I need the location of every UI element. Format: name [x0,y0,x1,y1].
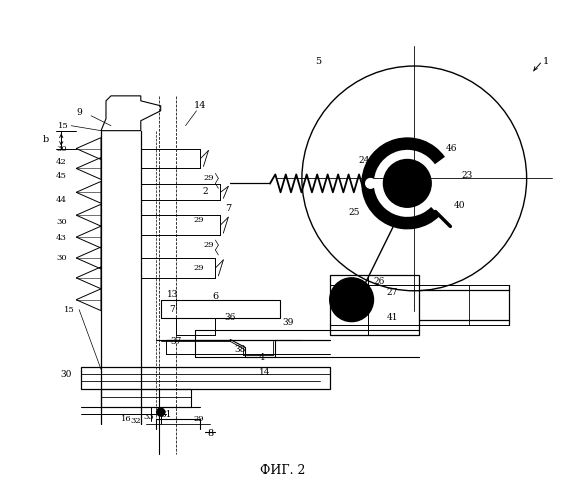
Bar [81,368,330,389]
Text: 29: 29 [193,264,204,272]
Circle shape [330,278,374,322]
Text: 15: 15 [64,306,75,314]
Text: 5: 5 [315,56,321,66]
Text: 25: 25 [349,208,361,216]
Text: 15: 15 [58,122,69,130]
Circle shape [366,178,375,188]
Text: 46: 46 [445,144,457,153]
Text: 6: 6 [212,292,218,301]
Text: 43: 43 [56,234,67,242]
Text: 7: 7 [225,204,231,212]
Text: 14: 14 [194,102,207,110]
Text: 30: 30 [61,370,72,379]
Text: 30: 30 [56,218,66,226]
Text: 36: 36 [225,313,236,322]
Text: 38: 38 [235,345,246,354]
Text: 24: 24 [359,156,370,165]
Text: 1: 1 [543,56,549,66]
Text: 29: 29 [193,415,204,423]
Text: b: b [43,135,49,144]
Text: 29: 29 [203,241,214,249]
Text: 26: 26 [374,278,385,286]
Text: 33: 33 [143,413,154,421]
Text: 23: 23 [462,171,473,180]
Text: 40: 40 [453,200,465,210]
Bar [330,275,419,334]
Circle shape [383,160,431,207]
Bar [101,389,191,407]
Text: 32: 32 [130,417,141,425]
Text: 45: 45 [56,172,67,180]
Text: 30: 30 [56,144,66,152]
Text: 37: 37 [170,337,181,346]
Text: 8: 8 [208,430,213,438]
Text: 31: 31 [160,410,171,418]
Text: 4: 4 [259,353,265,362]
Text: 29: 29 [203,174,214,182]
Text: 44: 44 [56,196,67,204]
Text: 42: 42 [56,158,66,166]
Text: 13: 13 [167,290,178,299]
Bar [160,300,280,318]
Text: 2: 2 [202,187,208,196]
Text: 41: 41 [387,313,398,322]
Text: 30: 30 [56,254,66,262]
Text: 29: 29 [193,216,204,224]
Text: 14: 14 [259,368,271,377]
Text: 39: 39 [282,318,294,327]
Text: 7: 7 [170,305,176,314]
Text: 9: 9 [77,108,82,118]
Circle shape [156,408,164,416]
Text: ФИГ. 2: ФИГ. 2 [260,464,306,477]
Text: 27: 27 [387,288,398,298]
Text: 16: 16 [121,415,131,423]
